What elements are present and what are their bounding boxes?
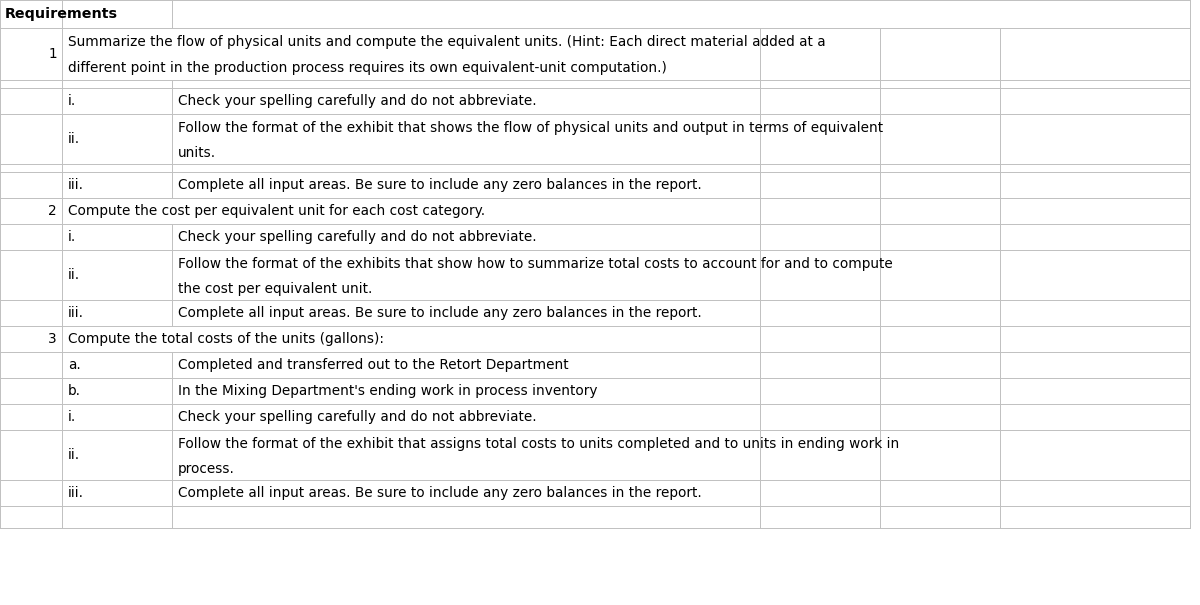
Bar [0,164,1190,172]
Bar [0,88,1190,114]
Text: the cost per equivalent unit.: the cost per equivalent unit. [178,282,372,296]
Bar [0,506,1190,528]
Text: Compute the total costs of the units (gallons):: Compute the total costs of the units (ga… [68,332,384,346]
Text: i.: i. [68,94,77,108]
Text: i.: i. [68,410,77,424]
Text: iii.: iii. [68,306,84,320]
Text: a.: a. [68,358,80,372]
Text: Check your spelling carefully and do not abbreviate.: Check your spelling carefully and do not… [178,230,536,244]
Bar [0,28,1190,80]
Text: Complete all input areas. Be sure to include any zero balances in the report.: Complete all input areas. Be sure to inc… [178,486,702,500]
Bar [0,224,1190,250]
Text: ii.: ii. [68,448,80,462]
Text: Check your spelling carefully and do not abbreviate.: Check your spelling carefully and do not… [178,410,536,424]
Text: 2: 2 [48,204,58,218]
Bar [0,480,1190,506]
Text: b.: b. [68,384,82,398]
Text: ii.: ii. [68,268,80,282]
Text: Follow the format of the exhibits that show how to summarize total costs to acco: Follow the format of the exhibits that s… [178,257,893,271]
Text: Follow the format of the exhibit that assigns total costs to units completed and: Follow the format of the exhibit that as… [178,437,899,451]
Text: ii.: ii. [68,132,80,146]
Text: different point in the production process requires its own equivalent-unit compu: different point in the production proces… [68,61,667,75]
Bar [0,378,1190,404]
Text: iii.: iii. [68,178,84,192]
Text: Completed and transferred out to the Retort Department: Completed and transferred out to the Ret… [178,358,569,372]
Text: Check your spelling carefully and do not abbreviate.: Check your spelling carefully and do not… [178,94,536,108]
Text: iii.: iii. [68,486,84,500]
Bar [0,300,1190,326]
Text: 3: 3 [48,332,58,346]
Text: process.: process. [178,462,235,476]
Bar [0,172,1190,198]
Text: Complete all input areas. Be sure to include any zero balances in the report.: Complete all input areas. Be sure to inc… [178,306,702,320]
Text: Requirements: Requirements [5,7,118,21]
Text: Compute the cost per equivalent unit for each cost category.: Compute the cost per equivalent unit for… [68,204,485,218]
Bar [0,114,1190,164]
Bar [0,198,1190,224]
Text: Summarize the flow of physical units and compute the equivalent units. (Hint: Ea: Summarize the flow of physical units and… [68,35,826,49]
Bar [0,404,1190,430]
Text: Follow the format of the exhibit that shows the flow of physical units and outpu: Follow the format of the exhibit that sh… [178,121,883,135]
Bar [0,0,1190,28]
Text: In the Mixing Department's ending work in process inventory: In the Mixing Department's ending work i… [178,384,598,398]
Bar [0,80,1190,88]
Bar [0,352,1190,378]
Text: units.: units. [178,146,216,160]
Bar [0,430,1190,480]
Text: 1: 1 [48,47,58,61]
Text: i.: i. [68,230,77,244]
Text: Complete all input areas. Be sure to include any zero balances in the report.: Complete all input areas. Be sure to inc… [178,178,702,192]
Bar [0,326,1190,352]
Bar [0,250,1190,300]
